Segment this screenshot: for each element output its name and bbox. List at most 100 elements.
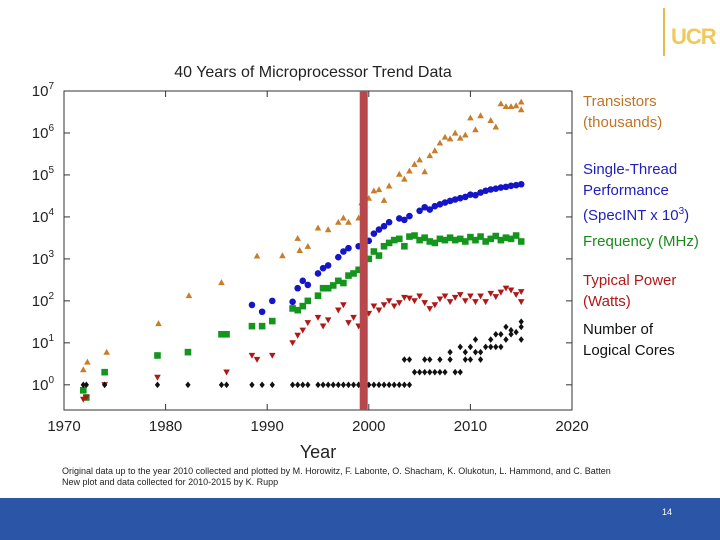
data-point (350, 314, 357, 321)
data-point (294, 234, 301, 241)
data-point (319, 264, 327, 272)
data-point (155, 320, 162, 327)
data-point (101, 368, 108, 376)
data-point (340, 302, 347, 309)
logo-text: UCR (671, 24, 717, 49)
data-point (381, 381, 387, 389)
data-point (462, 356, 468, 363)
data-point (289, 340, 296, 347)
data-point (422, 356, 428, 363)
data-point (80, 381, 86, 389)
data-point (518, 318, 524, 325)
footer-band (0, 498, 720, 540)
data-point (390, 303, 398, 310)
data-point (184, 348, 192, 356)
data-point (340, 248, 347, 255)
data-point (296, 247, 304, 253)
data-point (507, 103, 515, 110)
data-point (416, 207, 423, 215)
data-point (477, 356, 484, 363)
data-point (258, 308, 266, 316)
data-point (452, 368, 458, 376)
data-point (406, 356, 413, 363)
caption-line-1: Original data up to the year 2010 collec… (62, 466, 611, 476)
data-point (299, 277, 307, 285)
data-point (289, 298, 296, 306)
data-point (391, 381, 397, 389)
data-point (446, 299, 454, 306)
data-point (462, 348, 468, 356)
data-point (427, 356, 433, 363)
data-point (299, 302, 307, 310)
data-point (83, 381, 89, 389)
data-point (472, 191, 479, 199)
data-point (517, 238, 525, 245)
data-point (380, 302, 388, 309)
data-point (294, 306, 301, 314)
data-point (80, 387, 87, 394)
data-point (380, 222, 388, 230)
legend-cores-text: Number of Logical Cores (583, 321, 675, 359)
legend-power-text: Typical Power (Watts) (583, 272, 677, 310)
data-point (431, 202, 439, 210)
data-point (492, 123, 500, 130)
data-point (304, 297, 312, 305)
data-point (483, 343, 489, 351)
data-point (436, 200, 444, 208)
y-tick-label: 103 (32, 249, 55, 268)
data-point (401, 175, 408, 182)
data-point (314, 270, 322, 277)
data-point (289, 305, 296, 312)
data-point (467, 233, 474, 241)
data-point (493, 330, 499, 338)
data-point (411, 298, 418, 305)
data-point (325, 381, 331, 389)
data-point (508, 326, 514, 334)
data-point (376, 381, 382, 389)
chart-title: 40 Years of Microprocessor Trend Data (174, 64, 452, 81)
data-point (300, 381, 306, 389)
legend-frequency: Frequency (MHz) (583, 231, 699, 252)
data-point (295, 381, 301, 389)
x-tick-label: 1970 (47, 418, 80, 435)
data-point (517, 289, 525, 296)
x-tick-label: 1990 (251, 418, 284, 435)
data-point (517, 299, 525, 306)
data-point (416, 156, 423, 163)
data-point (426, 206, 434, 213)
data-point (462, 131, 469, 138)
data-point (320, 381, 326, 389)
legend-frequency-text: Frequency (MHz) (583, 233, 699, 250)
data-point (375, 307, 383, 314)
data-point (411, 368, 418, 376)
data-point (431, 302, 439, 309)
data-point (335, 218, 342, 225)
data-point (218, 381, 225, 389)
data-point (279, 252, 286, 259)
legend-single-thread-tail: ) (684, 207, 690, 224)
data-point (305, 381, 311, 389)
data-point (432, 368, 438, 376)
data-point (447, 356, 453, 363)
data-point (421, 234, 428, 241)
data-point (508, 330, 514, 338)
data-point (154, 352, 161, 359)
data-point (482, 299, 489, 306)
data-point (451, 236, 459, 244)
data-point (223, 381, 230, 389)
data-point (335, 277, 342, 285)
data-point (395, 170, 403, 177)
data-point (314, 314, 322, 321)
x-tick-label: 2020 (555, 418, 588, 435)
data-point (467, 114, 474, 121)
data-point (375, 186, 383, 193)
data-point (269, 381, 275, 389)
data-point (498, 343, 504, 351)
data-point (497, 184, 505, 191)
x-tick-label: 2010 (454, 418, 487, 435)
x-tick-label: 1980 (149, 418, 182, 435)
data-point (426, 152, 434, 159)
data-point (406, 233, 413, 240)
data-point (436, 235, 444, 243)
data-point (517, 98, 525, 105)
